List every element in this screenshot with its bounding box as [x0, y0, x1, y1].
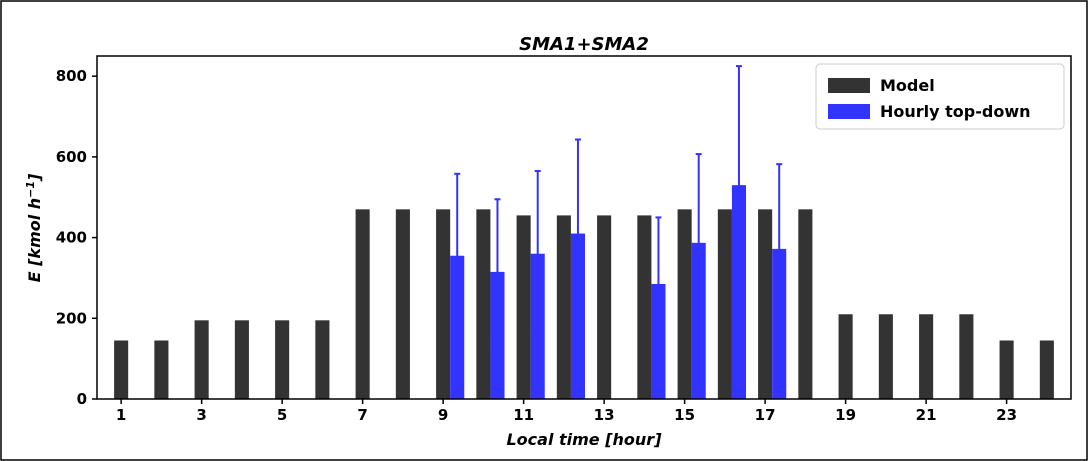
model-bar-13 — [597, 215, 612, 399]
y-tick-label: 600 — [56, 148, 87, 166]
error-bar-9 — [454, 172, 461, 338]
error-bar-17 — [776, 163, 783, 334]
model-bar-23 — [999, 340, 1014, 399]
y-axis-label-end: ] — [25, 173, 44, 182]
y-axis-label-sup: −1 — [24, 181, 37, 198]
model-bar-22 — [959, 314, 974, 399]
error-bar-15 — [695, 153, 702, 334]
model-bar-11 — [516, 215, 531, 399]
model-bar-1 — [114, 340, 129, 399]
model-bar-12 — [556, 215, 571, 399]
legend-label-topdown: Hourly top-down — [880, 102, 1031, 121]
error-bar-11 — [534, 170, 541, 336]
legend-label-model: Model — [880, 76, 935, 95]
model-bar-7 — [355, 209, 370, 399]
legend-box — [815, 63, 1065, 130]
error-bar-14 — [655, 216, 662, 352]
model-bar-14 — [637, 215, 652, 399]
x-tick-label: 7 — [357, 406, 367, 424]
y-tick-label: 0 — [77, 390, 87, 408]
model-bar-8 — [395, 209, 410, 399]
x-tick-label: 1 — [116, 406, 126, 424]
model-bar-10 — [476, 209, 491, 399]
x-tick-label: 3 — [196, 406, 206, 424]
error-bar-10 — [494, 198, 501, 346]
error-bars — [454, 65, 783, 352]
y-axis-label-main: E [kmol h — [25, 198, 44, 283]
model-bar-19 — [838, 314, 853, 399]
x-axis: 1 3 5 7 9 11 13 15 17 19 21 23 — [116, 399, 1017, 424]
y-tick-label: 400 — [56, 229, 87, 247]
legend: Model Hourly top-down — [815, 63, 1065, 130]
legend-swatch-topdown — [828, 104, 870, 119]
model-bar-18 — [798, 209, 813, 399]
model-bar-5 — [275, 320, 290, 399]
x-tick-label: 9 — [438, 406, 448, 424]
model-bar-6 — [315, 320, 330, 399]
model-bar-20 — [878, 314, 893, 399]
x-tick-label: 13 — [594, 406, 615, 424]
y-tick-label: 200 — [56, 309, 87, 327]
error-bar-16 — [735, 65, 742, 306]
x-tick-label: 23 — [996, 406, 1017, 424]
model-bar-15 — [677, 209, 692, 399]
plot-area — [96, 55, 1072, 400]
y-axis-label: E [kmol h−1] — [24, 173, 44, 282]
y-tick-label: 800 — [56, 67, 87, 85]
x-tick-label: 5 — [277, 406, 287, 424]
model-bar-16 — [717, 209, 732, 399]
error-bar-12 — [574, 138, 581, 328]
model-bar-21 — [919, 314, 934, 399]
model-bar-24 — [1039, 340, 1054, 399]
x-tick-label: 11 — [513, 406, 534, 424]
model-bar-9 — [436, 209, 451, 399]
x-tick-label: 21 — [916, 406, 937, 424]
chart-title: SMA1+SMA2 — [519, 34, 649, 55]
model-bars — [114, 209, 1054, 399]
x-tick-label: 17 — [755, 406, 776, 424]
model-bar-17 — [758, 209, 773, 399]
x-tick-label: 15 — [674, 406, 695, 424]
model-bar-2 — [154, 340, 169, 399]
x-axis-label: Local time [hour] — [506, 430, 662, 449]
model-bar-4 — [234, 320, 249, 399]
model-bar-3 — [194, 320, 209, 399]
x-tick-label: 19 — [835, 406, 856, 424]
y-axis: 0 200 400 600 800 — [56, 67, 97, 408]
legend-swatch-model — [828, 78, 870, 93]
